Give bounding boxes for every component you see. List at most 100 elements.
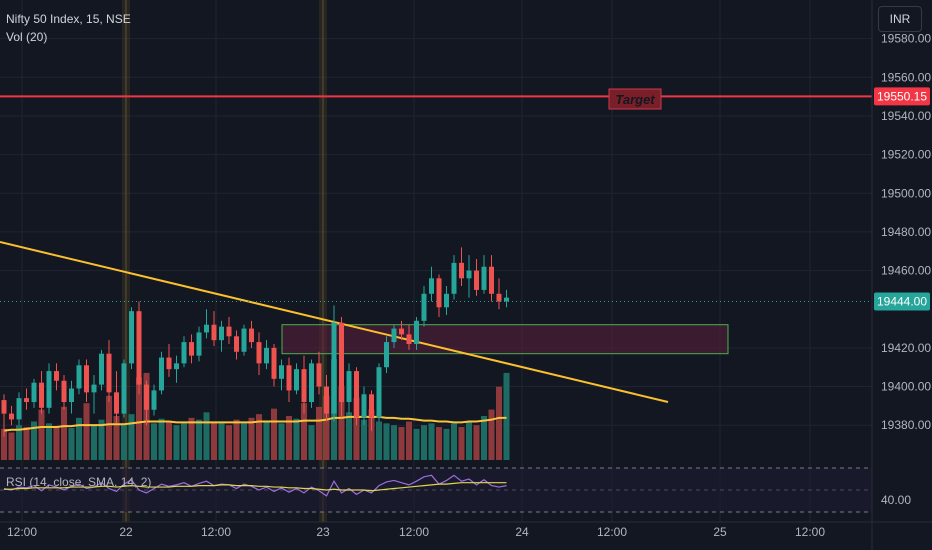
- volume-bar: [503, 372, 510, 460]
- candle-body: [211, 324, 217, 341]
- demand-zone: [281, 324, 729, 355]
- time-tick-label: 12:00: [399, 525, 429, 539]
- time-tick-label: 23: [316, 525, 330, 539]
- volume-bar: [46, 423, 52, 460]
- volume-bar: [301, 403, 307, 460]
- candle-body: [256, 342, 262, 364]
- volume-bar: [481, 416, 487, 460]
- candle-body: [421, 293, 427, 321]
- candle-body: [196, 332, 202, 356]
- candles: [1, 247, 509, 437]
- volume-bar: [151, 423, 157, 460]
- volume-bar: [451, 423, 457, 460]
- candle-body: [391, 328, 397, 343]
- volume-bar: [196, 419, 202, 460]
- volume-bar: [383, 423, 390, 460]
- volume-bar: [406, 421, 412, 460]
- volume-bar: [226, 425, 232, 460]
- candle-body: [264, 347, 269, 364]
- candle-body: [189, 342, 194, 356]
- candle-body: [286, 365, 292, 391]
- currency-button[interactable]: INR: [878, 6, 922, 32]
- candle-body: [114, 392, 119, 414]
- candle-body: [354, 371, 359, 418]
- symbol-title[interactable]: Nifty 50 Index, 15, NSE: [6, 12, 131, 26]
- volume-bar: [271, 408, 277, 460]
- volume-bar: [428, 423, 435, 460]
- candle-body: [444, 293, 449, 308]
- volume-bar: [466, 421, 472, 460]
- volume-indicator-label[interactable]: Vol (20): [6, 30, 48, 44]
- candle-body: [369, 394, 374, 418]
- volume-bar: [323, 395, 330, 460]
- volume-bar: [16, 425, 22, 460]
- candle-body: [414, 320, 419, 345]
- candle-body: [316, 363, 322, 387]
- volume-bar: [31, 421, 37, 460]
- volume-bar: [23, 427, 30, 460]
- volume-bar: [346, 412, 352, 460]
- candle-body: [234, 336, 239, 352]
- volume-bar: [83, 403, 90, 460]
- candle-body: [99, 353, 104, 385]
- volume-bar: [233, 419, 240, 460]
- price-tick-label: 19400.00: [881, 380, 931, 394]
- candle-body: [271, 347, 277, 379]
- candle-body: [466, 270, 472, 279]
- candle-body: [61, 380, 67, 403]
- candle-body: [151, 390, 157, 410]
- volume-bar: [211, 421, 217, 460]
- volume-bar: [443, 428, 450, 460]
- candle-body: [361, 394, 367, 418]
- volume-bar: [98, 419, 105, 460]
- candle-body: [346, 371, 352, 403]
- candle-body: [384, 342, 389, 368]
- time-tick-label: 12:00: [7, 525, 37, 539]
- price-tick-label: 19540.00: [881, 109, 931, 123]
- candle-body: [76, 365, 82, 389]
- candle-body: [309, 363, 314, 403]
- last-price-text: 19444.00: [877, 295, 927, 309]
- volume-bar: [128, 414, 135, 460]
- candle-body: [226, 326, 232, 337]
- candle-body: [106, 353, 112, 393]
- candle-body: [136, 311, 142, 385]
- volume-bar: [496, 386, 502, 460]
- volume-bar: [376, 421, 382, 460]
- time-tick-label: 12:00: [795, 525, 825, 539]
- candle-body: [46, 371, 52, 408]
- candle-body: [1, 400, 7, 414]
- candle-body: [249, 328, 254, 343]
- volume-ma-line: [3, 415, 507, 432]
- volume-bar: [218, 423, 225, 460]
- candle-body: [181, 342, 187, 364]
- volume-bar: [68, 427, 75, 460]
- candle-body: [129, 311, 134, 364]
- volume-bar: [436, 427, 442, 460]
- time-tick-label: 22: [119, 525, 133, 539]
- volume-bar: [361, 419, 367, 460]
- volume-bar: [1, 428, 7, 460]
- candle-body: [459, 262, 464, 279]
- candle-body: [481, 266, 487, 290]
- volume-bar: [458, 427, 465, 460]
- candle-body: [474, 270, 479, 290]
- candle-body: [54, 371, 59, 381]
- candle-body: [159, 357, 164, 391]
- volume-bar: [421, 425, 427, 460]
- volume-bar: [181, 423, 187, 460]
- candle-body: [174, 363, 179, 370]
- price-tick-label: 19420.00: [881, 341, 931, 355]
- time-axis: 12:00 22 12:00 23 12:00 24 12:00 25 12:00: [7, 525, 825, 539]
- candle-body: [204, 324, 209, 333]
- time-tick-label: 12:00: [597, 525, 627, 539]
- price-tick-label: 19500.00: [881, 186, 931, 200]
- time-tick-label: 25: [713, 525, 727, 539]
- volume-bar: [338, 386, 345, 460]
- volume-bar: [413, 428, 420, 460]
- volume-bar: [316, 406, 322, 460]
- candle-body: [91, 384, 97, 393]
- volume-bar: [113, 416, 120, 460]
- volume-bar: [91, 425, 97, 460]
